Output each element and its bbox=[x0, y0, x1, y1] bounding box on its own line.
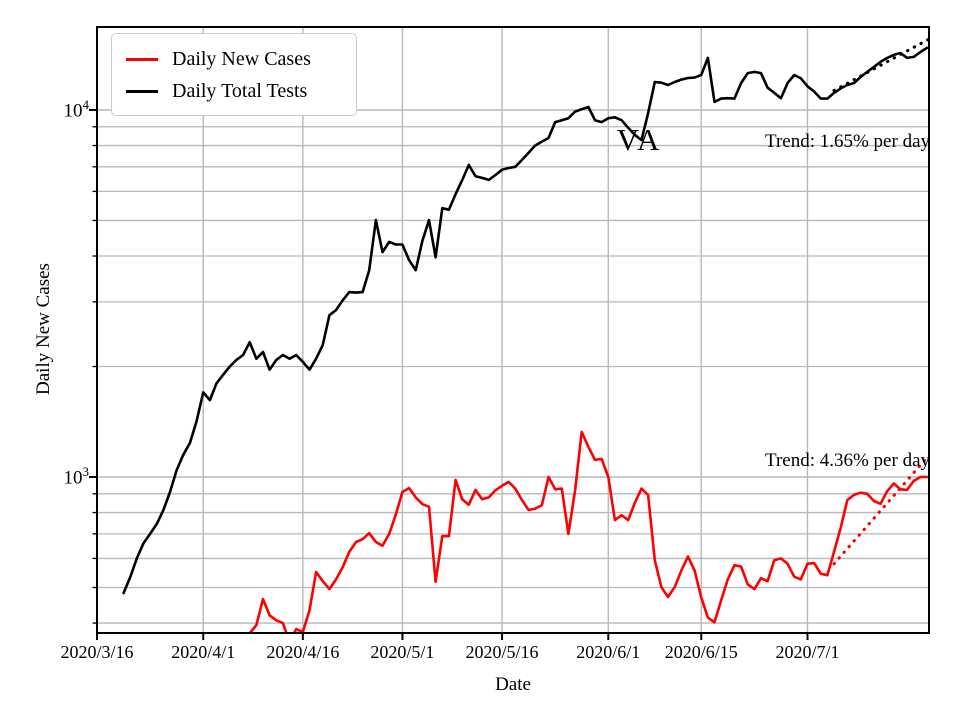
trend-annotation-tests: Trend: 1.65% per day bbox=[765, 131, 930, 152]
x-tick-label: 2020/6/1 bbox=[576, 642, 641, 662]
x-tick-label: 2020/3/16 bbox=[60, 642, 134, 662]
legend-item-daily-new-cases: Daily New Cases bbox=[124, 43, 344, 75]
state-annotation: VA bbox=[616, 122, 662, 157]
y-tick-base: 10 bbox=[63, 467, 83, 489]
x-tick-label: 2020/7/1 bbox=[775, 642, 840, 662]
x-tick-label: 2020/5/1 bbox=[370, 642, 435, 662]
trend-dotted-line-daily-total-tests bbox=[832, 37, 929, 93]
series-line-daily-total-tests bbox=[122, 46, 929, 595]
y-tick-label-1e3: 103 bbox=[49, 463, 90, 489]
x-tick-label: 2020/6/15 bbox=[664, 642, 738, 662]
legend-label: Daily New Cases bbox=[172, 47, 311, 70]
y-axis-title: Daily New Cases bbox=[33, 263, 54, 395]
legend-line-sample-red bbox=[126, 57, 158, 61]
legend: Daily New Cases Daily Total Tests bbox=[111, 33, 357, 116]
legend-line-sample-black bbox=[126, 89, 158, 93]
legend-label: Daily Total Tests bbox=[172, 79, 308, 102]
x-axis-title: Date bbox=[495, 674, 531, 695]
x-tick-label: 2020/4/16 bbox=[266, 642, 340, 662]
axes-spines bbox=[96, 26, 930, 634]
y-tick-exponent: 3 bbox=[82, 463, 90, 479]
x-tick-label: 2020/5/16 bbox=[465, 642, 539, 662]
x-tick-label: 2020/4/1 bbox=[171, 642, 236, 662]
y-tick-base: 10 bbox=[63, 100, 83, 122]
y-tick-label-1e4: 104 bbox=[49, 96, 90, 122]
trend-annotation-cases: Trend: 4.36% per day bbox=[765, 450, 930, 471]
legend-item-daily-total-tests: Daily Total Tests bbox=[124, 75, 344, 107]
series-line-daily-new-cases bbox=[248, 430, 929, 633]
trend-dotted-line-daily-new-cases bbox=[832, 453, 929, 566]
y-tick-exponent: 4 bbox=[82, 96, 90, 112]
